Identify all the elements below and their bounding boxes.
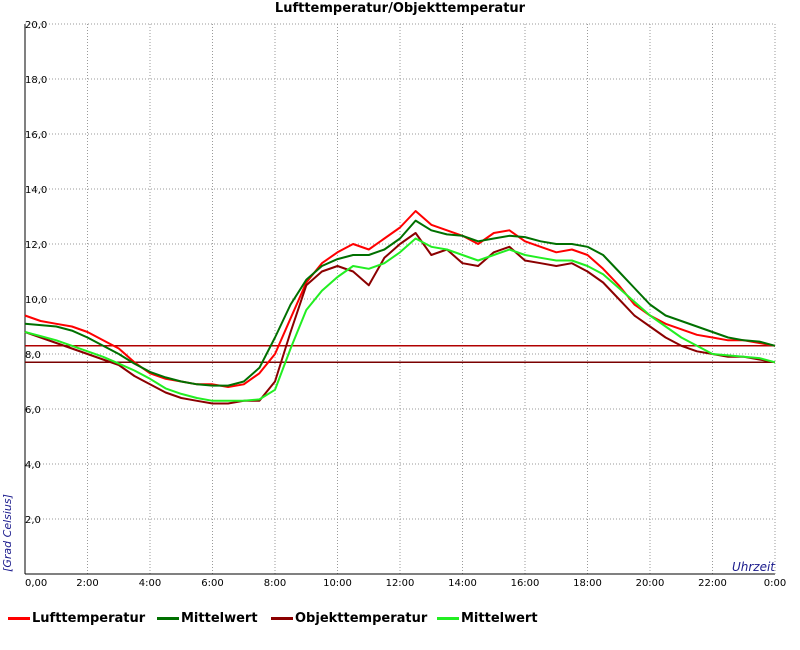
legend-swatch xyxy=(271,616,293,620)
y-tick-label: 2,0 xyxy=(25,515,41,526)
reference-lines xyxy=(25,344,775,364)
x-tick-label: 18:00 xyxy=(573,578,602,589)
legend-label: Mittelwert xyxy=(181,610,258,626)
x-tick-label: 0,00 xyxy=(25,578,47,589)
x-tick-label: 0:00 xyxy=(764,578,786,589)
legend-item: Lufttemperatur xyxy=(8,606,145,630)
y-tick-label: 8,0 xyxy=(25,350,41,361)
plot-frame xyxy=(24,23,776,575)
legend-item: Objekttemperatur xyxy=(271,606,427,630)
legend-swatch xyxy=(157,616,179,620)
series-lines xyxy=(24,210,776,405)
legend-swatch xyxy=(437,616,459,620)
legend-item: Mittelwert xyxy=(157,606,258,630)
y-tick-label: 14,0 xyxy=(25,185,47,196)
x-tick-label: 8:00 xyxy=(264,578,286,589)
y-tick-label: 6,0 xyxy=(25,405,41,416)
y-tick-label: 12,0 xyxy=(25,240,47,251)
legend-item: Mittelwert xyxy=(437,606,538,630)
series-line-3 xyxy=(24,232,776,405)
legend-label: Mittelwert xyxy=(461,610,538,626)
y-tick-label: 20,0 xyxy=(25,20,47,31)
y-axis-label: [Grad Celsius] xyxy=(1,494,14,572)
y-tick-label: 4,0 xyxy=(25,460,41,471)
series-line-2 xyxy=(24,219,776,387)
x-tick-label: 12:00 xyxy=(386,578,415,589)
axis-labels: 0,00 2:00 4:00 6:00 8:00 10:00 12:00 14:00 16:00… xyxy=(25,20,786,589)
x-tick-label: 22:00 xyxy=(698,578,727,589)
legend-label: Lufttemperatur xyxy=(32,610,146,626)
y-tick-label: 10,0 xyxy=(25,295,47,306)
x-tick-label: 6:00 xyxy=(201,578,223,589)
legend: Lufttemperatur Mittelwert Objekttemperatur… xyxy=(0,606,800,630)
legend-label: Objekttemperatur xyxy=(295,610,428,626)
legend-swatch xyxy=(8,616,30,620)
x-tick-label: 4:00 xyxy=(139,578,161,589)
chart-title: Lufttemperatur/Objekttemperatur xyxy=(275,1,526,16)
series-line-4 xyxy=(24,237,776,402)
y-tick-label: 18,0 xyxy=(25,75,47,86)
x-tick-label: 20:00 xyxy=(636,578,665,589)
x-tick-label: 10:00 xyxy=(323,578,352,589)
grid xyxy=(25,23,775,574)
x-tick-label: 2:00 xyxy=(76,578,98,589)
x-tick-label: 14:00 xyxy=(448,578,477,589)
x-tick-label: 16:00 xyxy=(511,578,540,589)
x-axis-label: Uhrzeit xyxy=(732,560,776,574)
y-tick-label: 16,0 xyxy=(25,130,47,141)
